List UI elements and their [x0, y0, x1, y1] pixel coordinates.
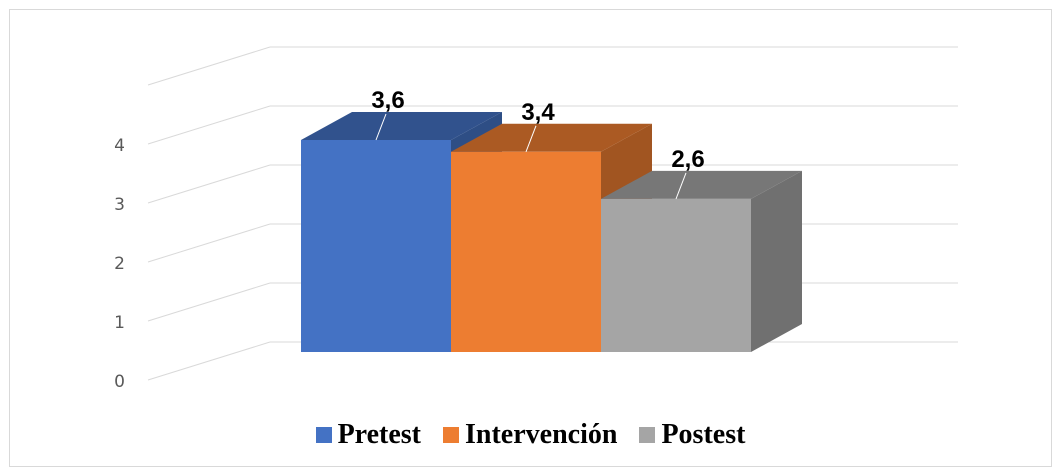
bar-front: [301, 140, 451, 352]
legend-swatch-postest: [639, 427, 656, 443]
bar-side: [751, 170, 802, 352]
legend-label-pretest: Pretest: [337, 419, 421, 450]
data-label-leader: [675, 172, 687, 200]
data-label-pretest: 3,6: [371, 87, 404, 114]
legend-swatch-pretest: [315, 427, 332, 443]
y-tick-label: 2: [114, 254, 125, 274]
data-label-leader: [525, 125, 537, 152]
legend-item-pretest: Pretest: [315, 419, 421, 451]
bar-top: [601, 170, 802, 199]
data-label-leader: [375, 113, 387, 141]
gridline-side: [147, 164, 271, 204]
data-label-intervención: 3,4: [521, 99, 555, 126]
legend: Pretest Intervención Postest: [0, 419, 1061, 451]
legend-item-postest: Postest: [639, 419, 745, 451]
y-tick-label: 3: [114, 195, 125, 215]
gridline-side: [147, 105, 271, 145]
gridline-side: [147, 341, 271, 381]
y-tick-label: 0: [114, 372, 125, 392]
legend-swatch-intervencion: [443, 427, 459, 443]
y-tick-label: 4: [114, 136, 125, 156]
bar-front: [601, 198, 751, 352]
bar-front: [451, 151, 601, 352]
bar-top: [301, 112, 502, 140]
gridline-side: [147, 46, 271, 86]
bar-intervención: [451, 123, 652, 353]
bar-postest: [601, 170, 802, 352]
legend-label-postest: Postest: [661, 419, 746, 450]
y-tick-label: 1: [114, 313, 125, 333]
data-label-postest: 2,6: [671, 146, 704, 173]
legend-item-intervencion: Intervención: [443, 419, 617, 451]
legend-label-intervencion: Intervención: [465, 419, 618, 450]
bar-top: [451, 123, 652, 152]
gridline-side: [147, 282, 271, 322]
gridline-side: [147, 223, 271, 263]
